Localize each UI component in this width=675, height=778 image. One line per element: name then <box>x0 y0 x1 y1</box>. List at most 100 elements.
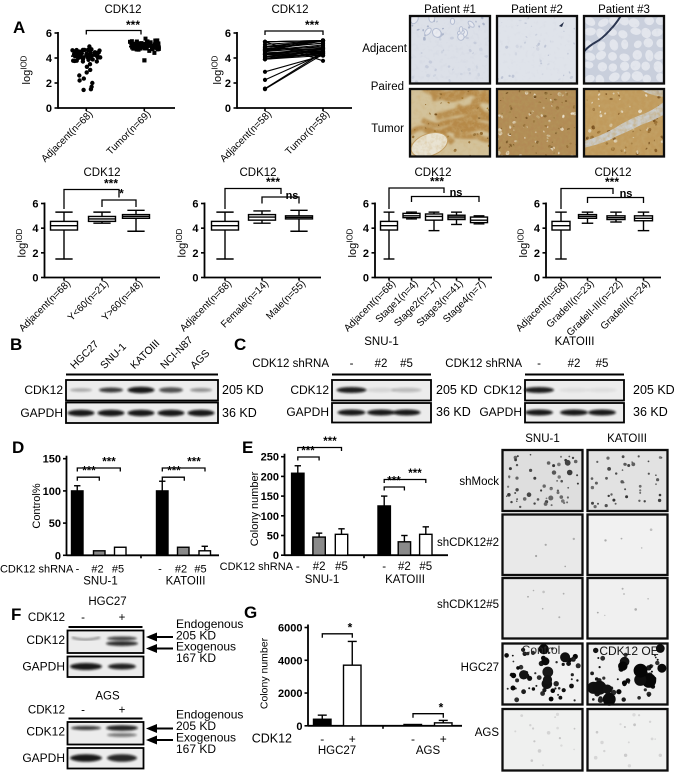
svg-text:0: 0 <box>46 103 52 115</box>
svg-text:0: 0 <box>273 550 279 562</box>
svg-text:CDK12 shRNA: CDK12 shRNA <box>445 358 522 370</box>
svg-text:CDK12: CDK12 <box>271 4 308 16</box>
svg-text:+: + <box>440 732 447 746</box>
svg-text:150: 150 <box>261 491 279 503</box>
svg-text:Adjacent: Adjacent <box>362 43 408 55</box>
svg-text:KATOIII: KATOIII <box>555 336 595 348</box>
svg-text:6: 6 <box>32 199 38 211</box>
svg-text:+: + <box>119 705 126 717</box>
svg-text:shCDK12#5: shCDK12#5 <box>437 599 499 611</box>
svg-text:-: - <box>537 358 541 370</box>
svg-text:2: 2 <box>192 248 198 260</box>
svg-text:205 KD: 205 KD <box>176 719 216 733</box>
svg-text:*: * <box>348 621 353 635</box>
svg-text:#2: #2 <box>91 564 103 576</box>
svg-text:36 KD: 36 KD <box>222 406 257 420</box>
svg-text:***: *** <box>104 177 118 191</box>
svg-text:167 KD: 167 KD <box>176 742 216 756</box>
svg-text:50: 50 <box>49 518 61 530</box>
svg-text:2: 2 <box>46 78 52 90</box>
svg-text:4: 4 <box>534 223 541 235</box>
svg-text:AGS: AGS <box>416 745 441 757</box>
svg-text:50: 50 <box>267 531 279 543</box>
svg-text:GAPDH: GAPDH <box>22 751 65 765</box>
svg-text:Tumor: Tumor <box>371 123 404 135</box>
svg-text:-: - <box>411 732 415 746</box>
svg-text:***: *** <box>430 175 444 189</box>
svg-text:4: 4 <box>225 53 232 65</box>
svg-text:CDK12: CDK12 <box>252 732 292 746</box>
svg-text:#2: #2 <box>398 561 411 573</box>
svg-text:Exogenous: Exogenous <box>176 731 236 745</box>
svg-text:***: *** <box>126 18 140 32</box>
svg-text:CDK12: CDK12 <box>104 4 141 16</box>
svg-text:205 KD: 205 KD <box>176 629 216 643</box>
svg-text:#5: #5 <box>335 561 348 573</box>
svg-text:100: 100 <box>43 486 61 498</box>
svg-text:2: 2 <box>363 248 369 260</box>
svg-text:Colony number: Colony number <box>259 637 271 709</box>
svg-text:0: 0 <box>192 273 198 285</box>
svg-text:ns: ns <box>450 187 463 199</box>
svg-text:AGS: AGS <box>95 691 120 703</box>
svg-text:-: - <box>76 564 80 576</box>
svg-text:#2: #2 <box>568 358 581 370</box>
svg-text:GAPDH: GAPDH <box>20 406 63 420</box>
svg-text:E: E <box>242 438 253 457</box>
svg-text:***: *** <box>187 457 201 469</box>
svg-text:shMock: shMock <box>459 476 499 488</box>
svg-text:36 KD: 36 KD <box>633 405 668 419</box>
svg-text:#2: #2 <box>313 561 326 573</box>
svg-text:2: 2 <box>225 78 231 90</box>
svg-text:-: - <box>296 561 300 573</box>
svg-text:***: *** <box>167 466 181 478</box>
svg-text:*: * <box>119 189 124 201</box>
svg-text:0: 0 <box>296 721 302 733</box>
svg-text:CDK12: CDK12 <box>290 383 329 397</box>
svg-text:-: - <box>81 612 85 624</box>
svg-text:-: - <box>158 564 162 576</box>
svg-text:***: *** <box>387 476 401 488</box>
svg-text:GAPDH: GAPDH <box>286 405 329 419</box>
svg-text:2: 2 <box>534 248 540 260</box>
svg-text:CDK12: CDK12 <box>414 167 451 179</box>
svg-text:-: - <box>320 732 324 746</box>
svg-text:***: *** <box>82 466 96 478</box>
svg-text:6: 6 <box>225 28 231 40</box>
svg-text:6: 6 <box>363 199 369 211</box>
svg-text:100: 100 <box>261 511 279 523</box>
svg-text:0: 0 <box>55 550 61 562</box>
svg-text:***: *** <box>605 175 619 189</box>
svg-text:SNU-1: SNU-1 <box>305 574 340 586</box>
svg-text:0: 0 <box>534 273 540 285</box>
svg-text:#5: #5 <box>596 358 609 370</box>
svg-text:GAPDH: GAPDH <box>479 405 522 419</box>
svg-text:CDK12: CDK12 <box>26 633 65 647</box>
svg-text:4: 4 <box>46 53 53 65</box>
svg-text:4: 4 <box>32 223 39 235</box>
svg-text:CDK12: CDK12 <box>28 705 65 717</box>
svg-text:CDK12: CDK12 <box>28 612 65 624</box>
svg-text:C: C <box>234 335 246 354</box>
svg-text:200: 200 <box>261 471 279 483</box>
svg-text:GAPDH: GAPDH <box>22 660 65 674</box>
svg-text:36 KD: 36 KD <box>436 405 471 419</box>
svg-text:Endogenous: Endogenous <box>176 708 243 722</box>
svg-text:***: *** <box>301 446 315 458</box>
svg-text:6000: 6000 <box>278 623 302 635</box>
svg-text:167 KD: 167 KD <box>176 651 216 665</box>
svg-text:Control%: Control% <box>31 483 43 528</box>
svg-text:HGC27: HGC27 <box>318 745 356 757</box>
svg-text:Patient #1: Patient #1 <box>424 4 476 16</box>
svg-text:-: - <box>382 561 386 573</box>
svg-text:205 KD: 205 KD <box>222 383 264 397</box>
svg-text:F: F <box>11 605 21 624</box>
svg-text:0: 0 <box>225 103 231 115</box>
svg-text:shCDK12#2: shCDK12#2 <box>437 537 499 549</box>
svg-text:SNU-1: SNU-1 <box>364 336 399 348</box>
svg-text:KATOIII: KATOIII <box>385 574 425 586</box>
svg-text:250: 250 <box>261 452 279 464</box>
svg-text:D: D <box>12 438 24 457</box>
svg-text:Colony number: Colony number <box>249 471 261 546</box>
svg-text:B: B <box>10 335 22 354</box>
